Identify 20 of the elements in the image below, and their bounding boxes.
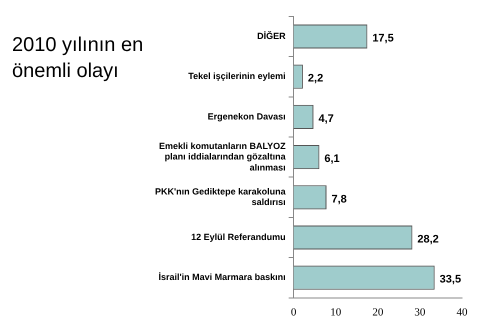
y-tick-label: Ergenekon Davası bbox=[208, 111, 286, 122]
x-tick-label: 10 bbox=[330, 306, 342, 318]
x-tick-label: 40 bbox=[456, 306, 468, 318]
data-label: 2,2 bbox=[308, 72, 324, 85]
y-tick-label: 12 Eylül Referandumu bbox=[191, 232, 286, 242]
y-tick-label: Emekli komutanların BALYOZ planı iddialarından gözaltına alınması bbox=[158, 140, 287, 172]
x-tick-label: 30 bbox=[414, 306, 426, 318]
x-tick-label: 0 bbox=[290, 306, 297, 318]
y-tick-label: Tekel işçilerinin eylemi bbox=[188, 71, 286, 82]
data-label: 4,7 bbox=[318, 112, 334, 125]
data-label: 7,8 bbox=[332, 193, 347, 206]
y-tick-label: İsrail'in Mavi Marmara baskını bbox=[158, 272, 286, 282]
data-label: 6,1 bbox=[324, 153, 340, 166]
data-label: 28,2 bbox=[417, 234, 439, 246]
y-tick-label: DİĞER bbox=[257, 30, 286, 41]
x-tick-label: 20 bbox=[372, 306, 384, 318]
data-label: 33,5 bbox=[440, 274, 462, 286]
text: 2010 yılının en önemli olayı bbox=[12, 33, 144, 84]
y-tick-label: PKK'nın Gediktepe karakoluna saldırısı bbox=[154, 186, 287, 208]
data-label: 17,5 bbox=[372, 32, 394, 45]
